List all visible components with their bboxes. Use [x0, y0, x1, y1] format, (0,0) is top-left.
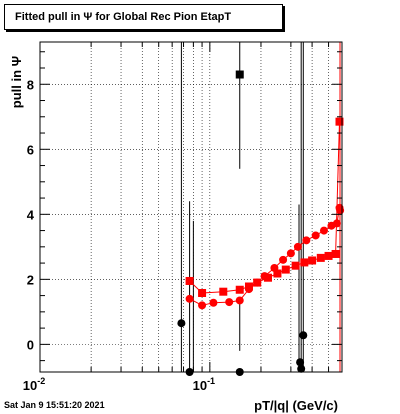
grid	[39, 42, 342, 372]
series-1	[185, 203, 345, 310]
timestamp: Sat Jan 9 15:51:20 2021	[4, 400, 105, 410]
chart-title: Fitted pull in Ψ for Global Rec Pion Eta…	[15, 11, 232, 23]
data-point	[297, 364, 306, 373]
data-point	[185, 294, 194, 303]
data-point	[235, 296, 244, 305]
y-tick-label: 0	[27, 337, 34, 352]
data-point	[209, 298, 218, 307]
data-point	[270, 263, 279, 272]
axis-ticks	[39, 42, 342, 372]
data-point	[198, 288, 207, 297]
data-point	[198, 301, 207, 310]
data-point	[219, 287, 228, 296]
y-tick-label: 6	[27, 142, 34, 157]
tick-labels: 0 2 4 6 8 10-2 10-1	[23, 77, 215, 393]
data-point	[244, 285, 253, 294]
data-point	[235, 285, 244, 294]
data-point	[279, 255, 288, 264]
data-point	[316, 253, 325, 262]
data-point	[235, 70, 244, 79]
data-point	[260, 272, 269, 281]
data-point	[225, 298, 234, 307]
data-point	[332, 219, 341, 228]
data-point	[281, 265, 290, 274]
data-point	[253, 278, 262, 287]
title-box: Fitted pull in Ψ for Global Rec Pion Eta…	[4, 4, 283, 30]
data-point	[331, 249, 340, 258]
error-bars	[180, 42, 304, 372]
y-tick-label: 4	[27, 207, 35, 222]
data-point	[319, 226, 328, 235]
x-tick-label: 10-1	[193, 376, 215, 393]
data-point	[177, 319, 186, 328]
data-point	[324, 251, 333, 260]
x-tick-label: 10-2	[23, 376, 45, 393]
y-axis-label: pull in Ψ	[9, 56, 24, 108]
series-0	[185, 117, 344, 297]
data-point	[300, 258, 309, 267]
data-point	[299, 331, 308, 340]
data-point	[311, 231, 320, 240]
data-point	[273, 269, 282, 278]
y-tick-label: 2	[27, 272, 34, 287]
data-point	[302, 236, 311, 245]
series-3	[235, 70, 244, 79]
data-point	[286, 249, 295, 258]
data-point	[185, 276, 194, 285]
data-point	[293, 242, 302, 251]
data-point	[291, 261, 300, 270]
plot-frame	[39, 41, 343, 373]
x-axis-label: pT/|q| (GeV/c)	[254, 398, 338, 413]
data-point	[296, 358, 305, 367]
series-layer	[177, 42, 345, 376]
series-2	[177, 319, 308, 376]
y-tick-label: 8	[27, 77, 34, 92]
series-line	[189, 121, 340, 294]
data-point	[308, 256, 317, 265]
data-point	[335, 117, 344, 126]
